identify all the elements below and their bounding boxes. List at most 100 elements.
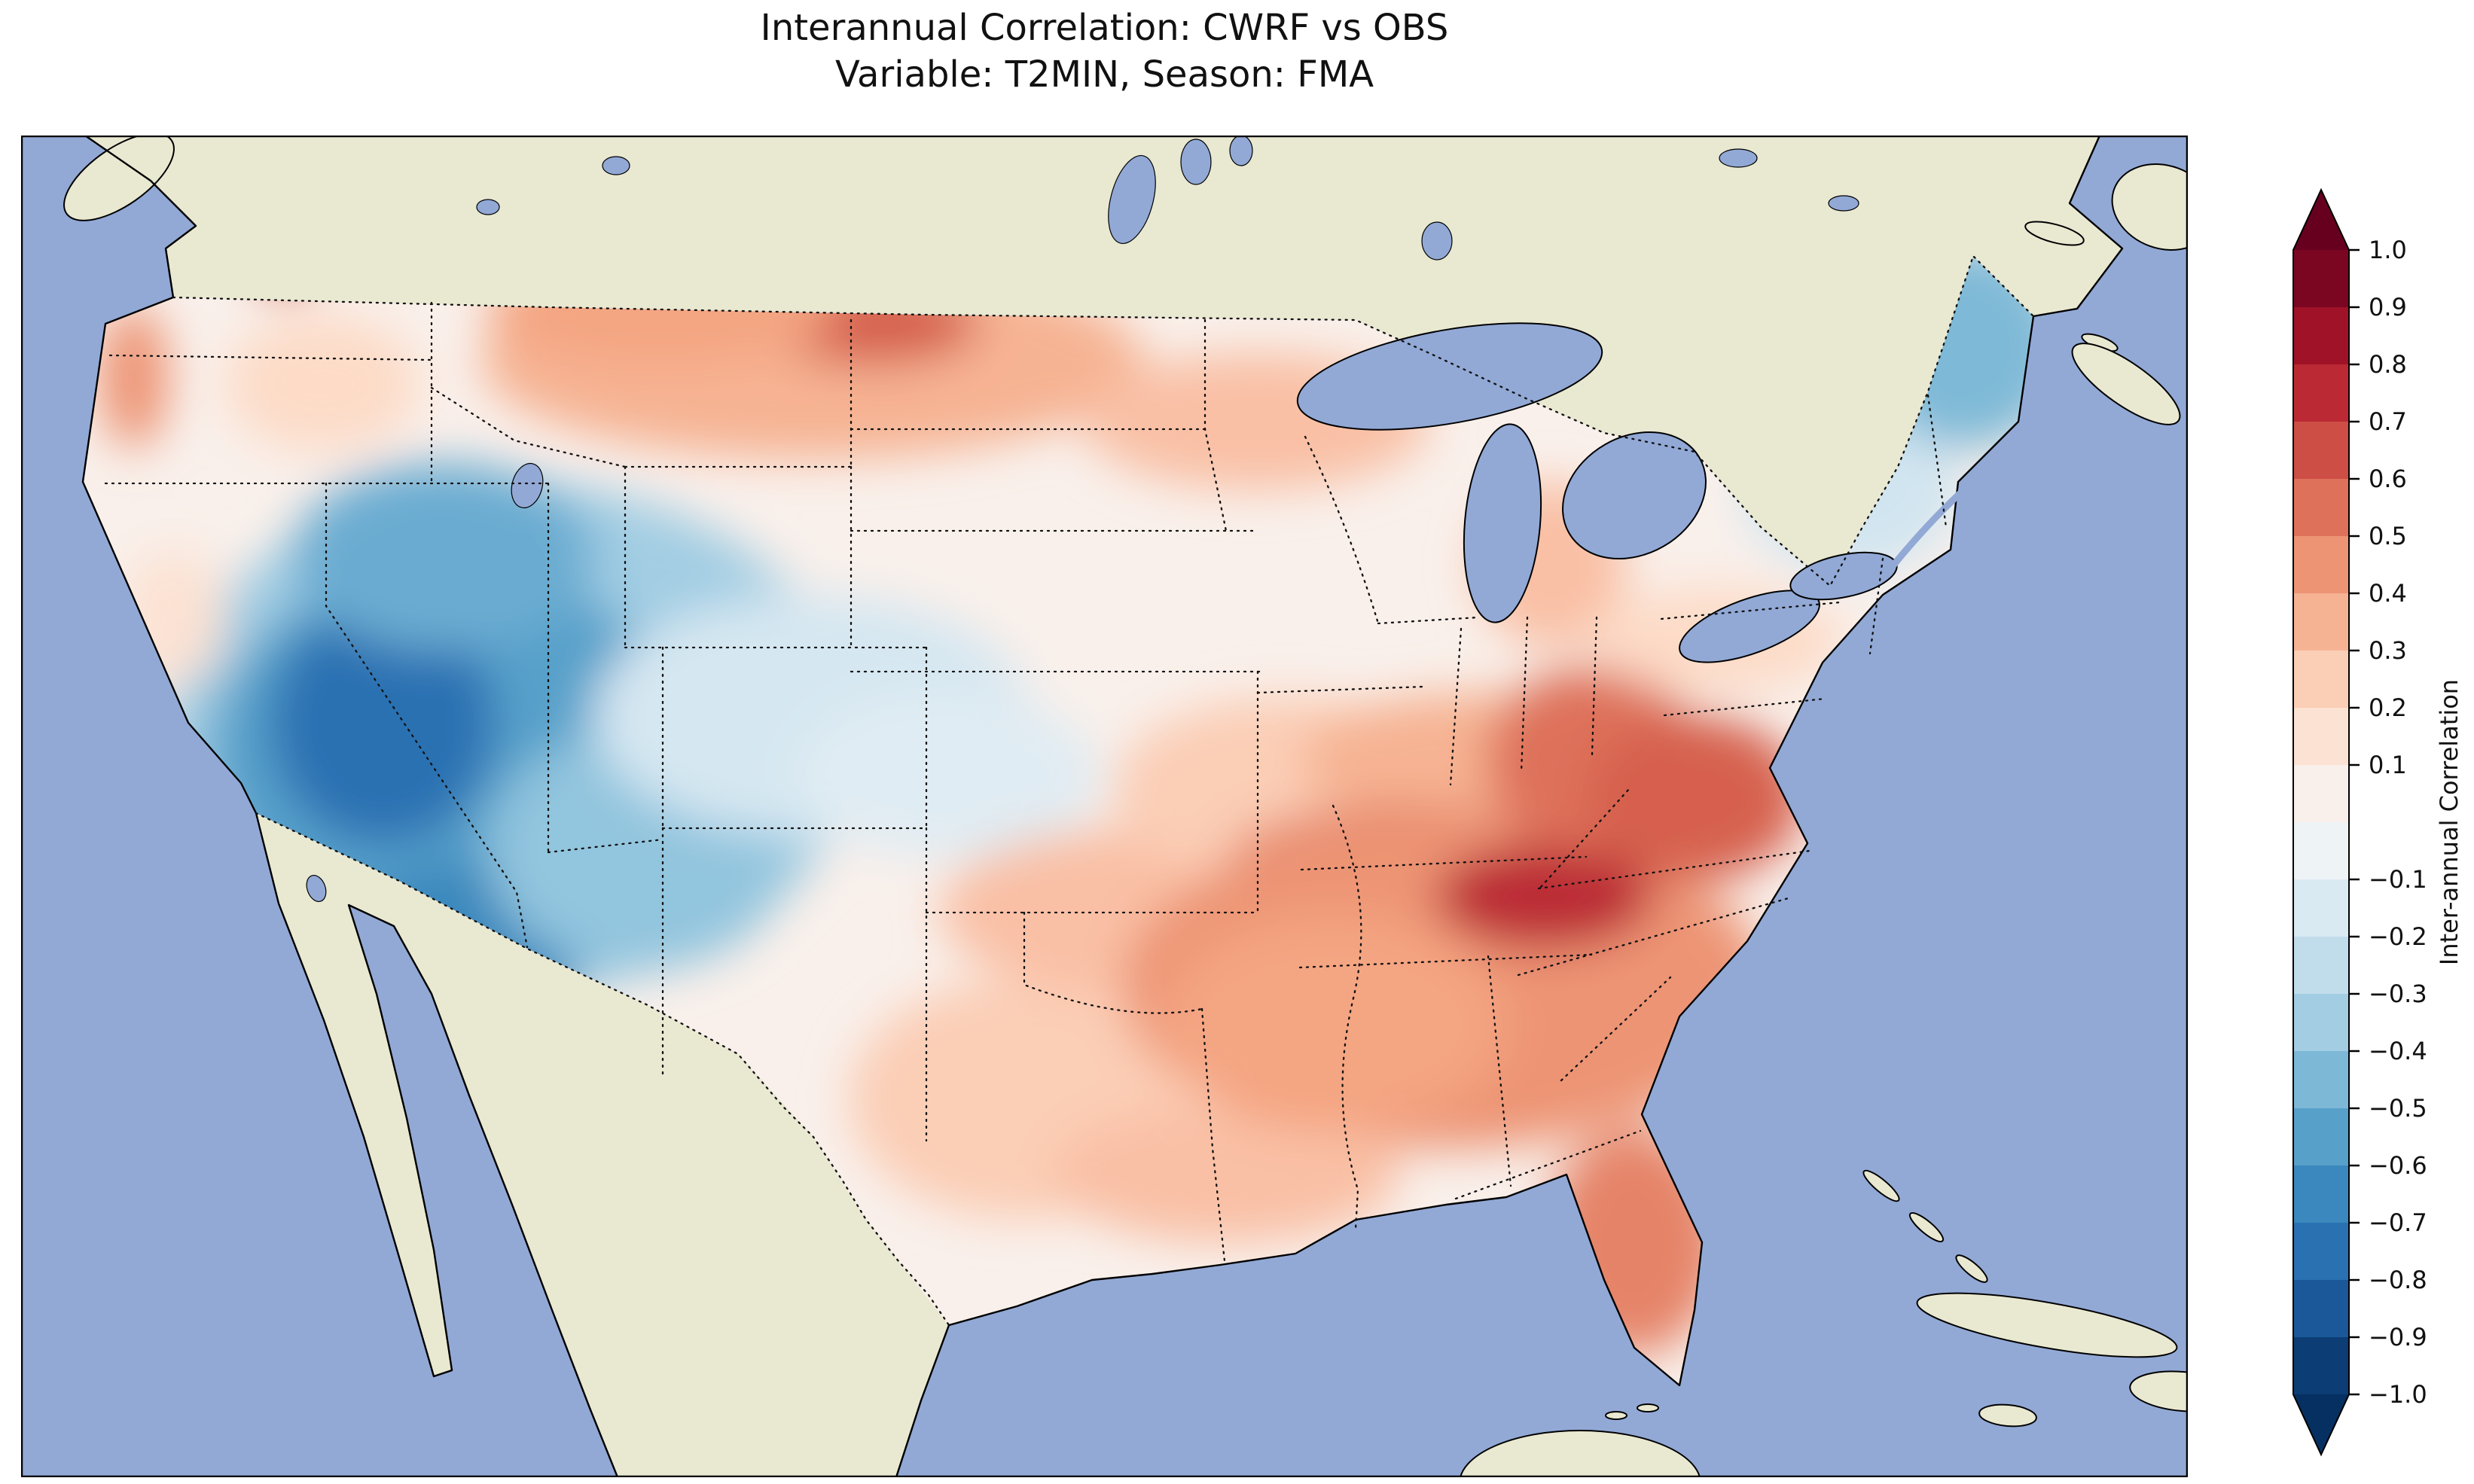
colorbar-segment <box>2293 593 2349 651</box>
colorbar-tick-label: 0.1 <box>2369 751 2407 779</box>
newfoundland-island <box>2111 163 2188 251</box>
canada-lake <box>602 156 630 175</box>
lake-erie <box>1679 590 1820 663</box>
colorbar-arrows <box>2293 190 2349 1455</box>
state-border-line <box>1454 1129 1642 1200</box>
colorbar-tick-label: −0.2 <box>2369 922 2427 951</box>
field-region-nevada-core <box>270 602 496 844</box>
colorbar-segment <box>2293 422 2349 480</box>
state-border-line <box>1539 788 1631 888</box>
colorbar-segment <box>2293 708 2349 766</box>
us-canada-border <box>172 254 2035 587</box>
colorbar-arrow-max <box>2293 190 2349 250</box>
state-border-line <box>1298 953 1593 969</box>
state-border-line <box>1449 627 1463 786</box>
colorbar-tick-label: 0.8 <box>2369 350 2407 379</box>
state-border-line <box>1537 849 1811 890</box>
state-border-line <box>1660 601 1841 620</box>
colorbar-tick-label: −0.4 <box>2369 1037 2427 1065</box>
colorbar-tick-label: 0.5 <box>2369 522 2407 550</box>
colorbar-segment <box>2293 1223 2349 1281</box>
state-border-line <box>1517 896 1792 977</box>
colorbar-segment <box>2293 1108 2349 1166</box>
state-border-line <box>1926 394 1948 529</box>
colorbar-tick-label: −0.5 <box>2369 1094 2427 1123</box>
florida-keys <box>1605 1411 1627 1420</box>
salton-sea <box>306 874 327 903</box>
yucatan-peninsula <box>1460 1430 1701 1477</box>
anticosti-island <box>2024 221 2085 246</box>
us-mexico-border <box>255 812 950 1327</box>
colorbar-tick-label: 0.7 <box>2369 407 2407 436</box>
state-border-line <box>547 838 664 854</box>
colorbar-segments <box>2293 250 2349 1395</box>
canada-lake <box>1719 148 1758 168</box>
colorbar-tick-label: −0.9 <box>2369 1323 2427 1351</box>
colorbar-arrow-min <box>2293 1394 2349 1455</box>
lake-superior <box>1296 322 1603 431</box>
title-line-2: Variable: T2MIN, Season: FMA <box>834 53 1374 96</box>
colorbar-tick-label: 0.3 <box>2369 636 2407 665</box>
colorbar-segment <box>2293 765 2349 823</box>
colorbar-ticks: 1.0 0.9 0.8 0.7 0.6 0.5 0.4 0.3 0.2 0.1 −0.1 −0.2 −0… <box>2349 236 2427 1409</box>
great-salt-lake <box>511 462 544 509</box>
colorbar-tick-label: 0.2 <box>2369 693 2407 722</box>
canada-lake <box>1828 195 1859 212</box>
colorbar-segment <box>2293 479 2349 537</box>
colorbar-segment <box>2293 1280 2349 1338</box>
colorbar-tick-label: 0.6 <box>2369 465 2407 493</box>
state-border-line <box>1663 697 1826 717</box>
field-region-eastern-washington <box>224 315 420 453</box>
colorbar-segment <box>2293 1051 2349 1109</box>
field-region-oregon-coast <box>99 306 169 449</box>
state-border-line <box>1487 955 1512 1187</box>
bahamas-island <box>1862 1169 1900 1202</box>
colorbar-tick-label: 0.9 <box>2369 293 2407 321</box>
colorbar-tick-label: −1.0 <box>2369 1380 2427 1409</box>
colorbar: 1.0 0.9 0.8 0.7 0.6 0.5 0.4 0.3 0.2 0.1 −0.1 −0.2 −0… <box>2292 187 2427 1457</box>
field-region-kansas <box>796 692 1100 859</box>
colorbar-segment <box>2293 1337 2349 1395</box>
state-border-line <box>1591 616 1598 756</box>
colorbar-axis-label: Inter-annual Correlation <box>2435 678 2463 966</box>
colorbar-segment <box>2293 1166 2349 1223</box>
colorbar-tick-label: −0.8 <box>2369 1266 2427 1294</box>
state-border-line <box>108 354 433 361</box>
field-region-carolinas-georgia-core <box>1435 843 1653 949</box>
state-border-line <box>1203 318 1228 532</box>
canada-lake <box>1229 136 1253 166</box>
bahamas-island <box>1955 1254 1988 1283</box>
colorbar-tick-label: −0.3 <box>2369 980 2427 1008</box>
florida-keys <box>1637 1403 1659 1412</box>
colorbar-segment <box>2293 536 2349 594</box>
colorbar-tick-label: −0.6 <box>2369 1151 2427 1180</box>
vancouver-island <box>63 136 175 221</box>
state-border-line <box>1560 976 1672 1082</box>
state-border-line <box>1868 557 1884 655</box>
colorbar-segment <box>2293 822 2349 880</box>
colorbar-tick-label: −0.1 <box>2369 865 2427 894</box>
map-frame <box>21 136 2188 1477</box>
colorbar-segment <box>2293 364 2349 422</box>
colorbar-tick-label: 1.0 <box>2369 236 2407 264</box>
lake-huron <box>1562 431 1707 560</box>
colorbar-tick-label: 0.4 <box>2369 579 2407 608</box>
canada-lake <box>1180 139 1212 185</box>
state-border-line <box>1300 855 1588 871</box>
field-region-northern-nevada <box>291 462 596 651</box>
lake-winnipeg <box>1108 154 1156 245</box>
correlation-map <box>21 136 2188 1477</box>
nova-scotia <box>2071 343 2181 425</box>
state-border-line <box>1256 685 1425 694</box>
colorbar-segment <box>2293 307 2349 365</box>
state-border-line <box>325 482 529 949</box>
lake-michigan <box>1463 423 1542 623</box>
colorbar-segment <box>2293 937 2349 995</box>
state-borders <box>104 301 1948 1263</box>
state-border-line <box>1520 616 1529 773</box>
canada-lakes <box>476 136 1859 261</box>
bahamas-island <box>1908 1211 1945 1243</box>
state-border-line <box>1304 435 1380 625</box>
colorbar-segment <box>2293 994 2349 1052</box>
